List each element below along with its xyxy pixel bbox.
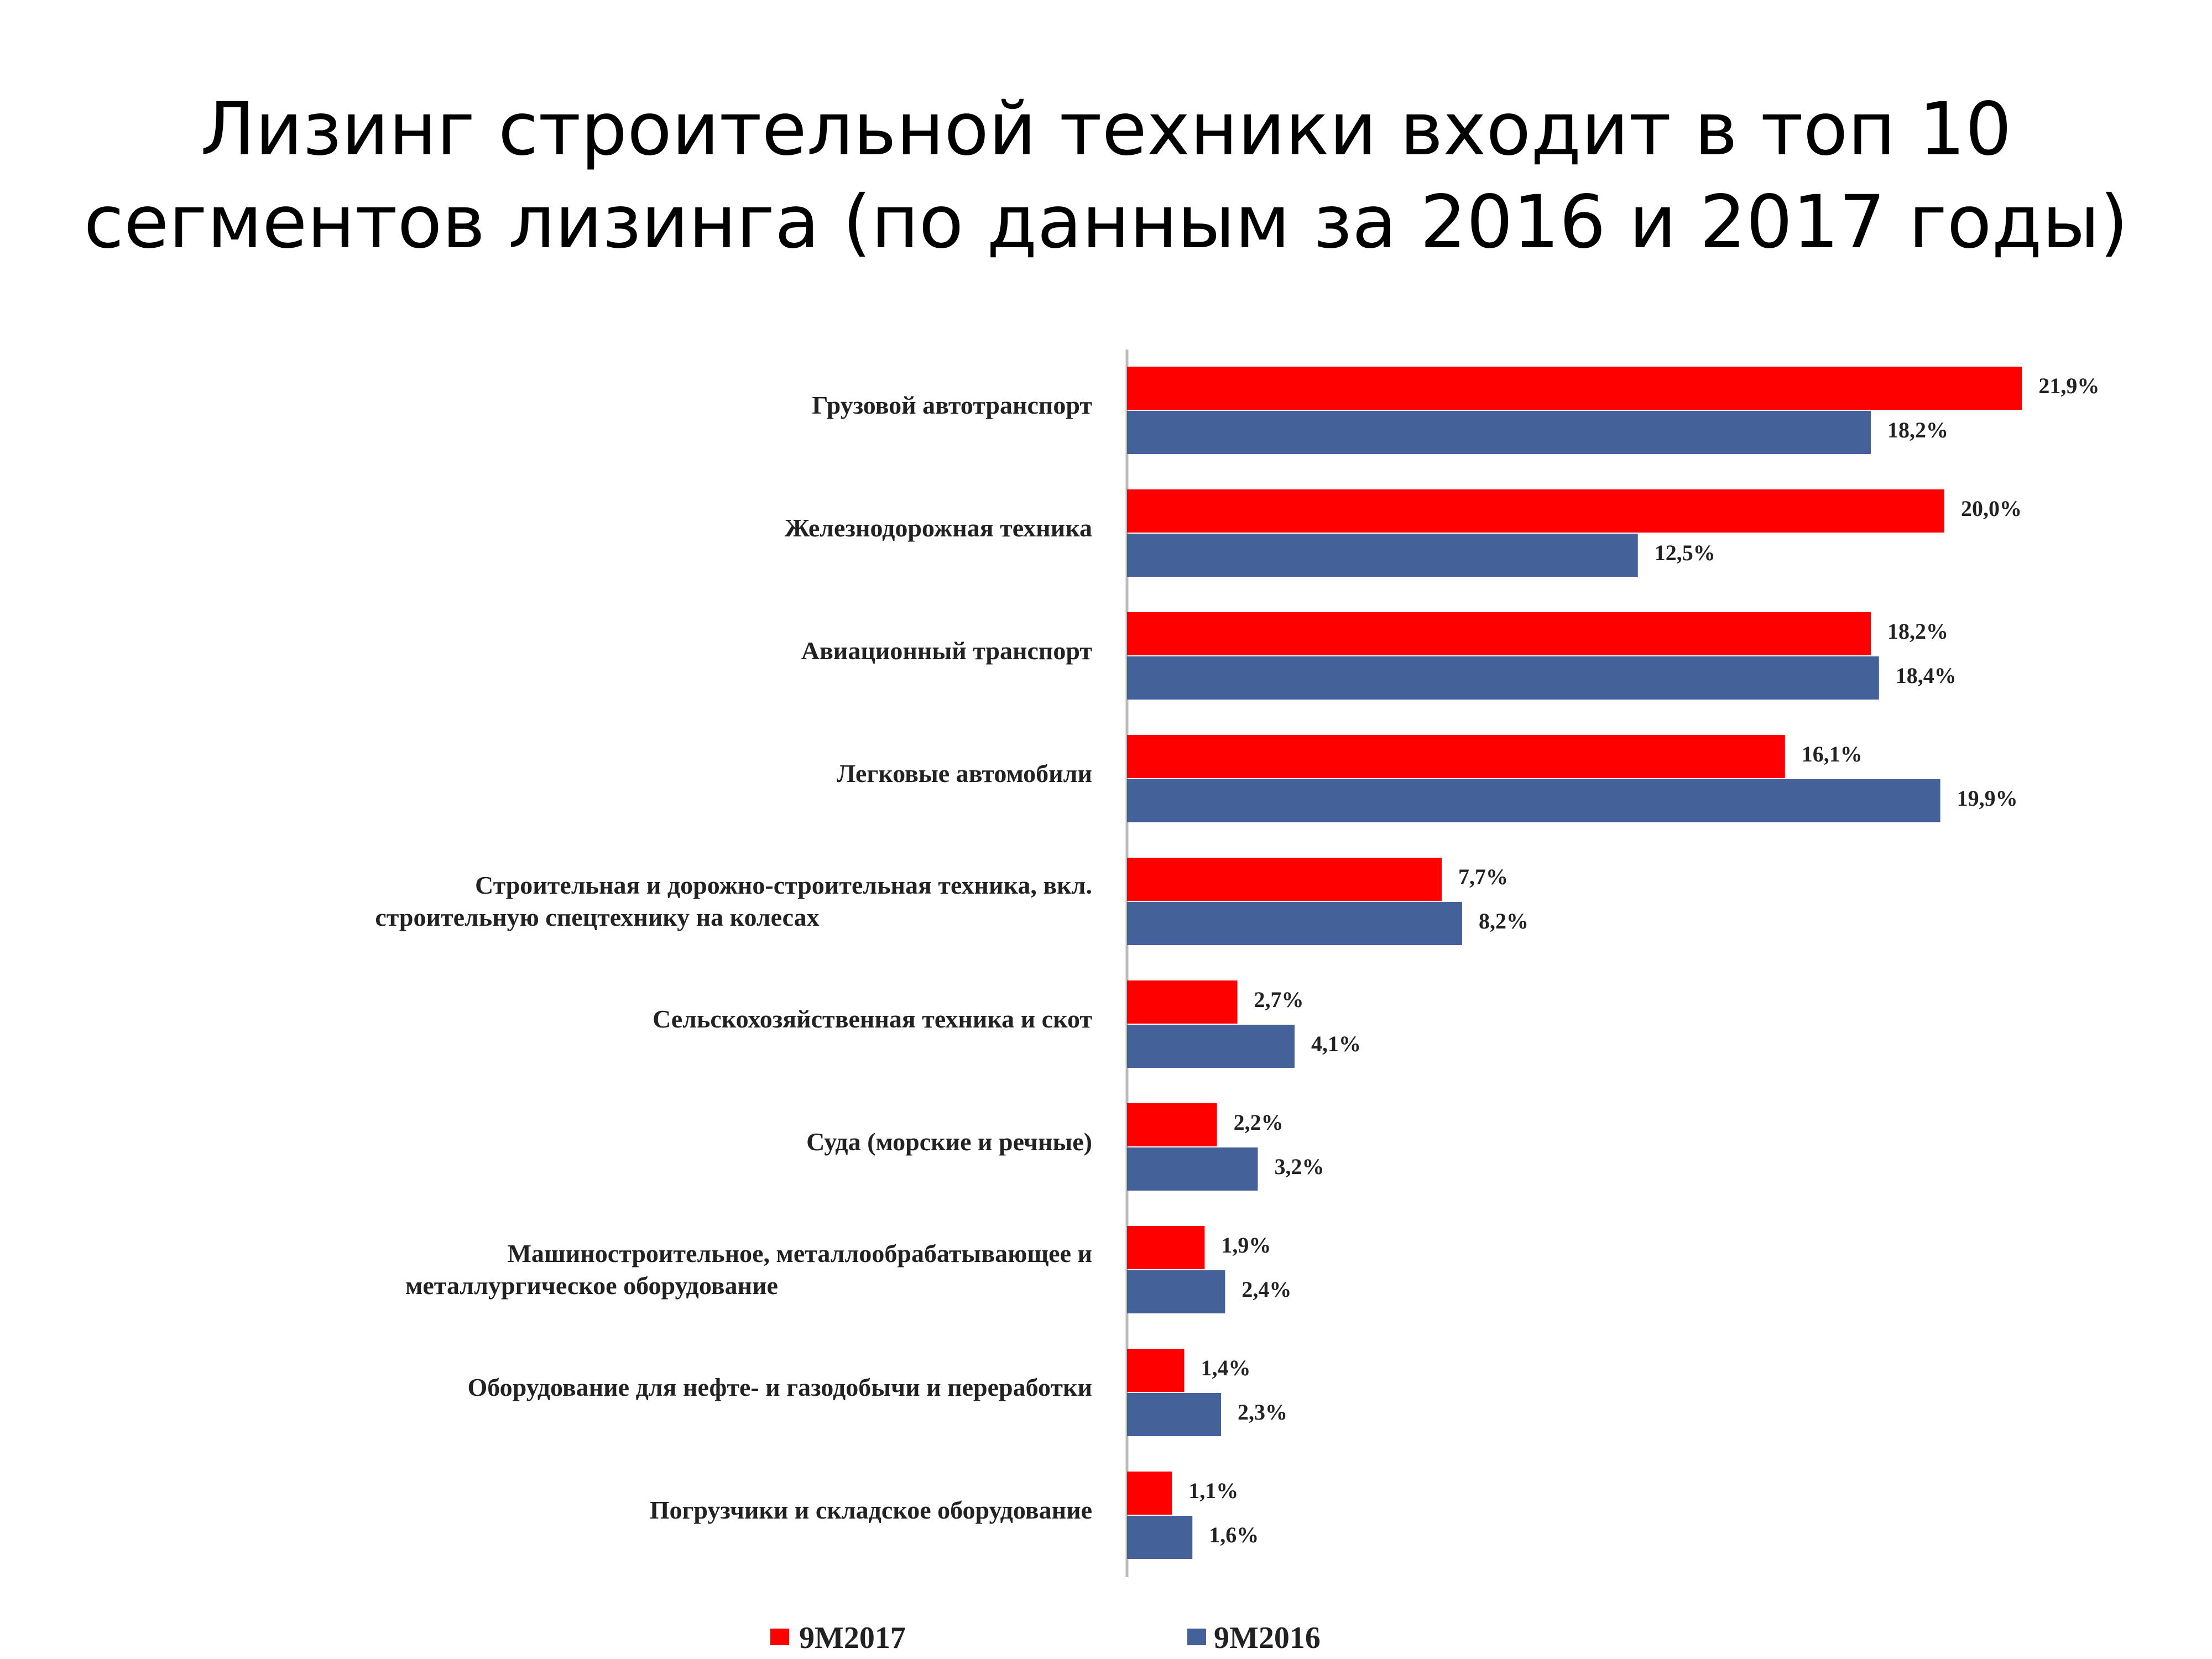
bar-9M2017-3	[1127, 735, 1785, 778]
value-label-9M2016-3: 19,9%	[1957, 786, 2018, 811]
category-label-0: Грузовой автотранспорт	[812, 391, 1092, 419]
bar-9M2016-4	[1127, 902, 1462, 945]
bar-9M2016-6	[1127, 1147, 1258, 1191]
category-label-8: Оборудование для нефте- и газодобычи и п…	[467, 1373, 1092, 1401]
value-label-9M2017-6: 2,2%	[1234, 1110, 1284, 1135]
value-label-9M2016-8: 2,3%	[1238, 1400, 1287, 1425]
bar-9M2016-5	[1127, 1025, 1295, 1068]
bar-9M2016-1	[1127, 534, 1638, 577]
bar-9M2017-5	[1127, 980, 1238, 1024]
value-label-9M2016-0: 18,2%	[1887, 418, 1948, 442]
bar-9M2017-0	[1127, 367, 2022, 410]
value-label-9M2016-9: 1,6%	[1209, 1522, 1259, 1547]
value-label-9M2017-3: 16,1%	[1802, 742, 1863, 766]
title-line-1: Лизинг строительной техники входит в топ…	[200, 87, 2012, 172]
legend: 9M2017 9M2016	[770, 1621, 1321, 1655]
bar-9M2017-6	[1127, 1103, 1217, 1146]
bar-9M2016-8	[1127, 1393, 1221, 1436]
value-label-9M2017-0: 21,9%	[2038, 373, 2099, 398]
value-label-9M2017-5: 2,7%	[1254, 987, 1304, 1012]
category-label-2: Авиационный транспорт	[801, 637, 1093, 665]
bar-9M2017-1	[1127, 489, 1944, 533]
bar-9M2017-2	[1127, 612, 1871, 655]
value-label-9M2017-7: 1,9%	[1221, 1233, 1271, 1258]
slide-title: Лизинг строительной техники входит в топ…	[0, 83, 2212, 269]
value-label-9M2016-7: 2,4%	[1241, 1277, 1291, 1302]
category-label-7: Машиностроительное, металлообрабатывающе…	[405, 1239, 1092, 1300]
bar-9M2016-3	[1127, 779, 1940, 822]
bar-9M2017-8	[1127, 1349, 1185, 1392]
category-label-3: Легковые автомобили	[837, 759, 1092, 787]
title-line-2: сегментов лизинга (по данным за 2016 и 2…	[84, 180, 2128, 265]
category-label-1: Железнодорожная техника	[785, 514, 1092, 542]
legend-label-9M2016: 9M2016	[1214, 1621, 1321, 1655]
bar-9M2016-9	[1127, 1516, 1193, 1559]
category-label-5: Сельскохозяйственная техника и скот	[653, 1005, 1092, 1033]
value-label-9M2017-8: 1,4%	[1201, 1355, 1250, 1380]
value-label-9M2016-2: 18,4%	[1896, 663, 1957, 688]
category-label-4: Строительная и дорожно-строительная техн…	[375, 871, 1092, 931]
value-label-9M2016-5: 4,1%	[1311, 1031, 1361, 1056]
value-label-9M2016-4: 8,2%	[1479, 909, 1528, 933]
value-label-9M2016-6: 3,2%	[1274, 1154, 1324, 1179]
bar-9M2016-7	[1127, 1270, 1225, 1313]
bar-9M2017-9	[1127, 1472, 1172, 1515]
bar-9M2016-0	[1127, 411, 1871, 454]
legend-swatch-9M2017	[770, 1629, 789, 1645]
value-label-9M2016-1: 12,5%	[1655, 540, 1715, 565]
value-label-9M2017-4: 7,7%	[1458, 864, 1508, 889]
legend-label-9M2017: 9M2017	[799, 1621, 906, 1655]
bar-9M2016-2	[1127, 656, 1879, 700]
value-label-9M2017-1: 20,0%	[1961, 496, 2022, 521]
value-label-9M2017-9: 1,1%	[1188, 1478, 1238, 1503]
bar-9M2017-4	[1127, 858, 1442, 901]
legend-swatch-9M2016	[1187, 1629, 1206, 1645]
value-label-9M2017-2: 18,2%	[1887, 619, 1948, 644]
bar-9M2017-7	[1127, 1226, 1205, 1269]
category-label-9: Погрузчики и складское оборудование	[650, 1496, 1092, 1524]
category-label-6: Суда (морские и речные)	[806, 1128, 1092, 1156]
